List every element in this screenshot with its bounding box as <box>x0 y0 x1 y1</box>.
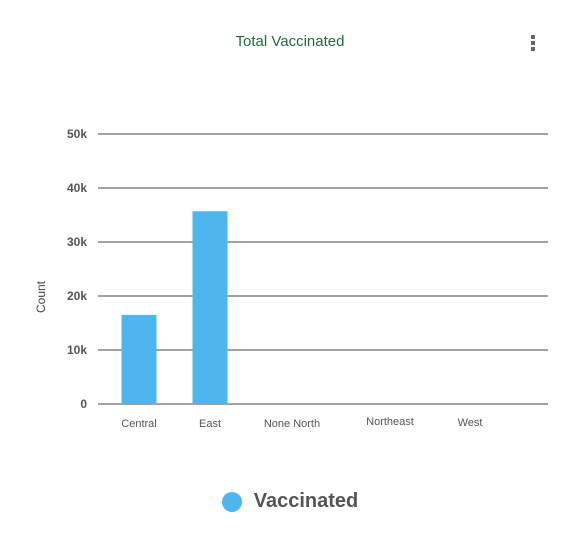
menu-dot <box>531 35 535 39</box>
chart-title: Total Vaccinated <box>235 33 345 50</box>
bars <box>121 211 228 404</box>
y-tick-label: 0 <box>80 397 87 411</box>
bar-chart: 0 10k 20k 30k 40k 50k Central East None North No… <box>34 127 548 430</box>
y-axis-label: Count <box>34 280 48 313</box>
x-tick-label: Northeast <box>366 416 414 428</box>
legend-label: Vaccinated <box>253 490 359 512</box>
kebab-menu-icon[interactable] <box>524 32 542 52</box>
bar-central[interactable] <box>121 314 157 404</box>
x-axis-ticks: Central East None North Northeast West <box>121 416 482 430</box>
y-tick-label: 40k <box>67 181 87 195</box>
y-axis-ticks: 0 10k 20k 30k 40k 50k <box>67 127 87 411</box>
x-tick-label: Central <box>121 418 156 430</box>
menu-dot <box>531 47 535 51</box>
legend[interactable]: Vaccinated <box>0 490 580 513</box>
y-tick-label: 10k <box>67 343 87 357</box>
x-tick-label: West <box>458 417 483 429</box>
y-tick-label: 20k <box>67 289 87 303</box>
y-tick-label: 50k <box>67 127 87 141</box>
menu-dot <box>531 41 535 45</box>
gridlines <box>98 133 548 405</box>
y-tick-label: 30k <box>67 235 87 249</box>
bar-east[interactable] <box>192 211 228 404</box>
x-tick-label: East <box>199 418 221 430</box>
x-tick-label: None North <box>264 418 320 430</box>
legend-marker <box>221 491 242 512</box>
